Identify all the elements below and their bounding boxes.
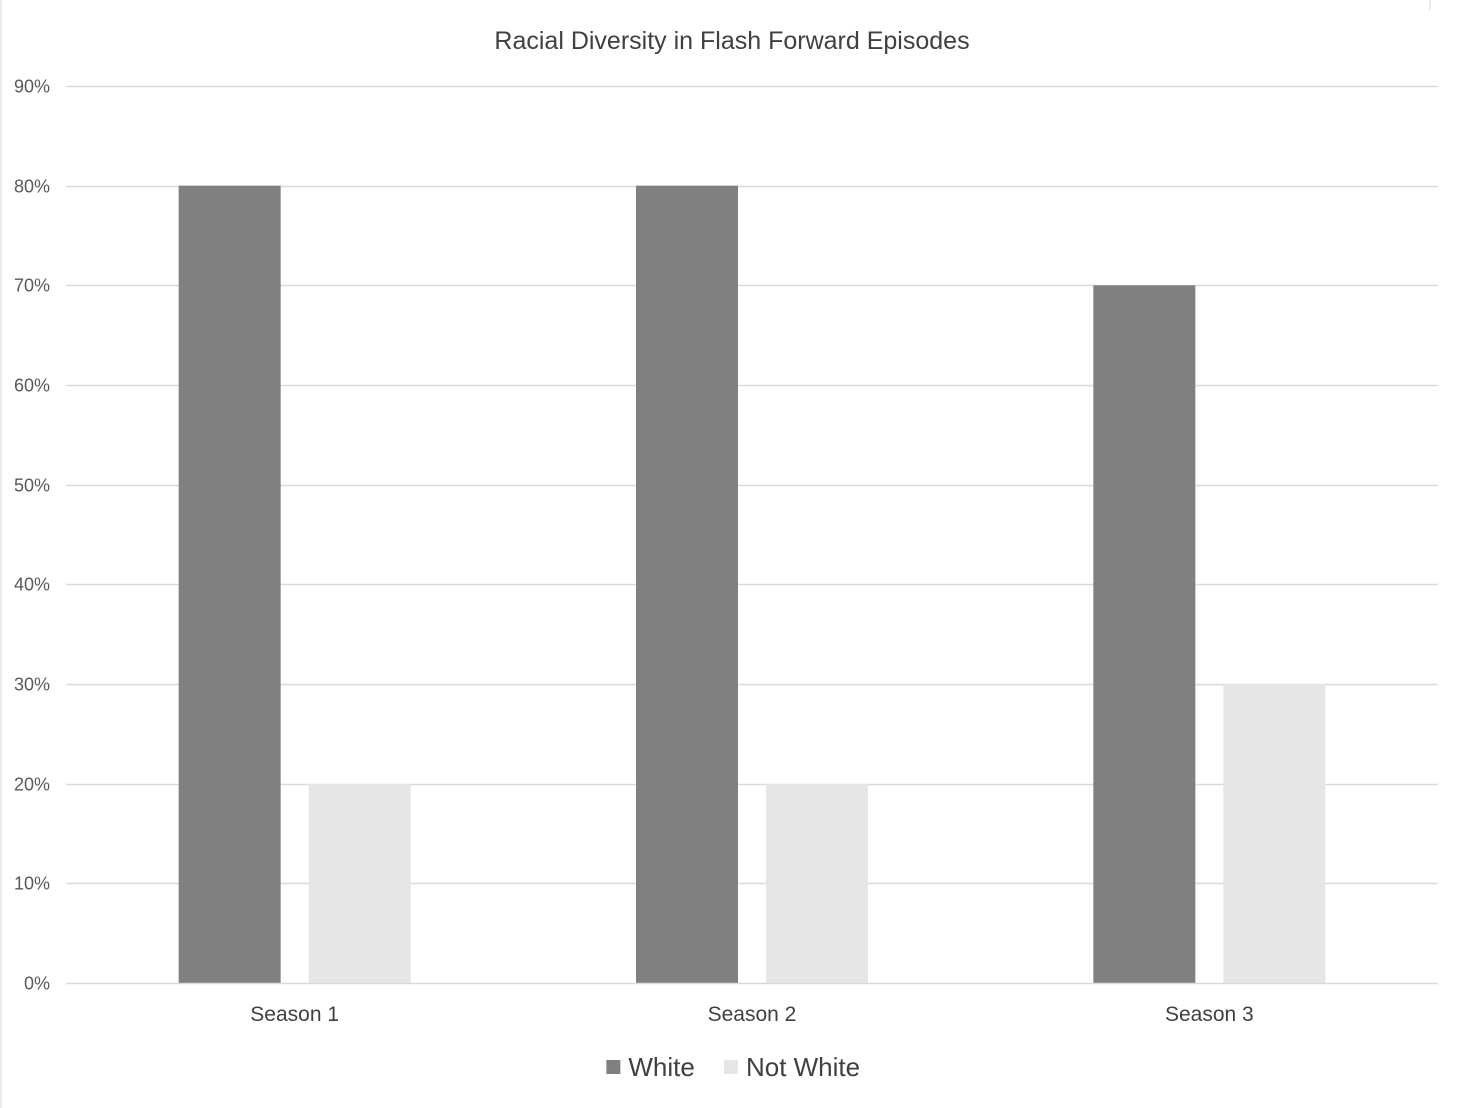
gridlines — [66, 85, 1438, 885]
y-tick-label: 60% — [14, 376, 50, 396]
y-tick-label: 30% — [14, 675, 50, 695]
legend-label: Not White — [746, 1052, 860, 1082]
legend: White Not White — [606, 1052, 860, 1082]
y-tick-label: 80% — [14, 177, 50, 197]
bar-white-season-1 — [178, 185, 281, 983]
x-axis-category-labels: Season 1 Season 2 Season 3 — [250, 1003, 1253, 1026]
x-category-label: Season 3 — [1165, 1003, 1254, 1026]
bars — [178, 185, 1326, 983]
y-axis-tick-labels: 0% 10% 20% 30% 40% 50% 60% 70% 80% 90% — [14, 77, 50, 994]
legend-swatch-not-white — [723, 1060, 738, 1074]
x-category-label: Season 2 — [708, 1003, 797, 1026]
x-category-label: Season 1 — [250, 1003, 339, 1026]
y-tick-label: 50% — [14, 476, 50, 496]
legend-swatch-white — [606, 1060, 621, 1074]
y-tick-label: 0% — [24, 974, 50, 994]
chart-title: Racial Diversity in Flash Forward Episod… — [494, 27, 969, 55]
y-tick-label: 40% — [14, 575, 50, 595]
bar-not-white-season-2 — [766, 783, 868, 983]
bar-white-season-2 — [636, 185, 738, 983]
bar-not-white-season-3 — [1223, 684, 1326, 983]
y-tick-label: 90% — [14, 77, 50, 97]
y-tick-label: 20% — [14, 775, 50, 795]
bar-not-white-season-1 — [308, 783, 411, 983]
y-tick-label: 10% — [14, 874, 50, 894]
bar-white-season-3 — [1093, 285, 1196, 983]
y-tick-label: 70% — [14, 276, 50, 296]
legend-label: White — [628, 1052, 694, 1082]
